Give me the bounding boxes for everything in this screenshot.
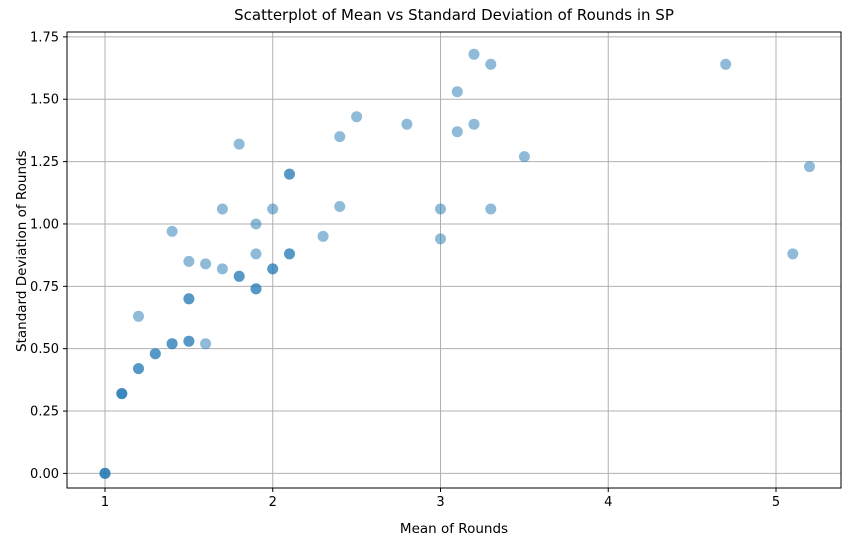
axes-spines: [66, 31, 842, 489]
chart-title: Scatterplot of Mean vs Standard Deviatio…: [234, 6, 674, 24]
data-point: [200, 338, 212, 350]
data-point: [787, 248, 799, 260]
data-point: [451, 126, 463, 138]
data-point: [200, 258, 212, 270]
x-tick-label: 1: [101, 495, 109, 510]
y-tick-label: 1.50: [30, 93, 59, 108]
data-point: [351, 111, 363, 123]
grid-lines: [67, 32, 841, 488]
data-point: [451, 86, 463, 98]
x-axis-label: Mean of Rounds: [399, 521, 509, 537]
data-point: [267, 203, 279, 215]
y-tick-label: 0.75: [30, 280, 59, 295]
scatter-series: [99, 48, 815, 479]
data-point: [133, 310, 144, 322]
data-point: [149, 348, 161, 360]
data-point: [435, 203, 446, 215]
data-point: [116, 388, 128, 400]
data-point: [284, 168, 295, 180]
data-point: [267, 263, 279, 275]
data-point: [250, 218, 262, 230]
y-tick-label: 0.50: [30, 342, 59, 357]
data-point: [284, 248, 295, 260]
data-point: [518, 151, 530, 163]
data-point: [250, 283, 262, 295]
data-point: [166, 338, 178, 350]
data-point: [334, 131, 346, 143]
data-point: [485, 203, 497, 215]
data-point: [183, 335, 195, 347]
y-tick-label: 1.25: [30, 155, 59, 170]
data-point: [468, 48, 480, 60]
data-point: [317, 230, 329, 242]
data-point: [183, 293, 195, 305]
tick-marks: [63, 36, 777, 492]
data-point: [99, 467, 111, 479]
x-tick-label: 4: [604, 495, 612, 510]
data-point: [720, 58, 732, 70]
y-tick-label: 0.25: [30, 405, 59, 420]
data-point: [183, 255, 195, 267]
y-tick-label: 1.75: [30, 30, 59, 45]
x-tick-label: 3: [436, 495, 444, 510]
data-point: [334, 201, 346, 212]
plot-area-background: [67, 32, 841, 488]
tick-labels: 1 2 3 4 5 0.00 0.25 0.50 0.75 1.00 1.25 1.50 1.75: [30, 30, 780, 510]
data-point: [485, 58, 497, 70]
data-point: [216, 203, 228, 215]
y-axis-label: Standard Deviation of Rounds: [14, 150, 30, 352]
data-point: [166, 225, 178, 237]
data-point: [233, 138, 245, 150]
x-tick-label: 5: [772, 495, 780, 510]
data-point: [250, 248, 262, 260]
y-tick-label: 0.00: [30, 467, 59, 482]
y-tick-label: 1.00: [30, 217, 59, 232]
data-point: [216, 263, 228, 275]
data-point: [435, 233, 446, 245]
x-tick-label: 2: [269, 495, 277, 510]
data-point: [468, 118, 480, 130]
data-point: [133, 363, 144, 375]
data-point: [401, 118, 413, 130]
data-point: [233, 270, 245, 282]
data-point: [804, 161, 815, 173]
